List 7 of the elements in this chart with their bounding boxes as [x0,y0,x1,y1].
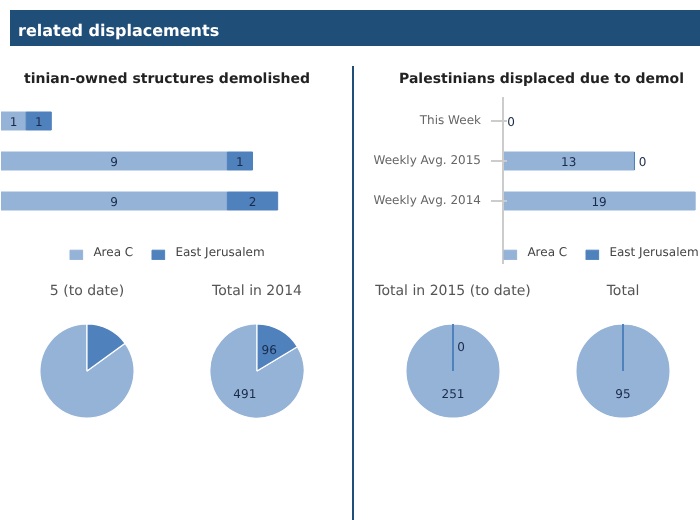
bar [226,191,279,211]
bar [1,191,228,211]
bar [1,111,27,131]
bar [226,151,254,171]
bar [1,151,228,171]
bar [25,111,52,131]
text: related displacements [18,20,220,43]
